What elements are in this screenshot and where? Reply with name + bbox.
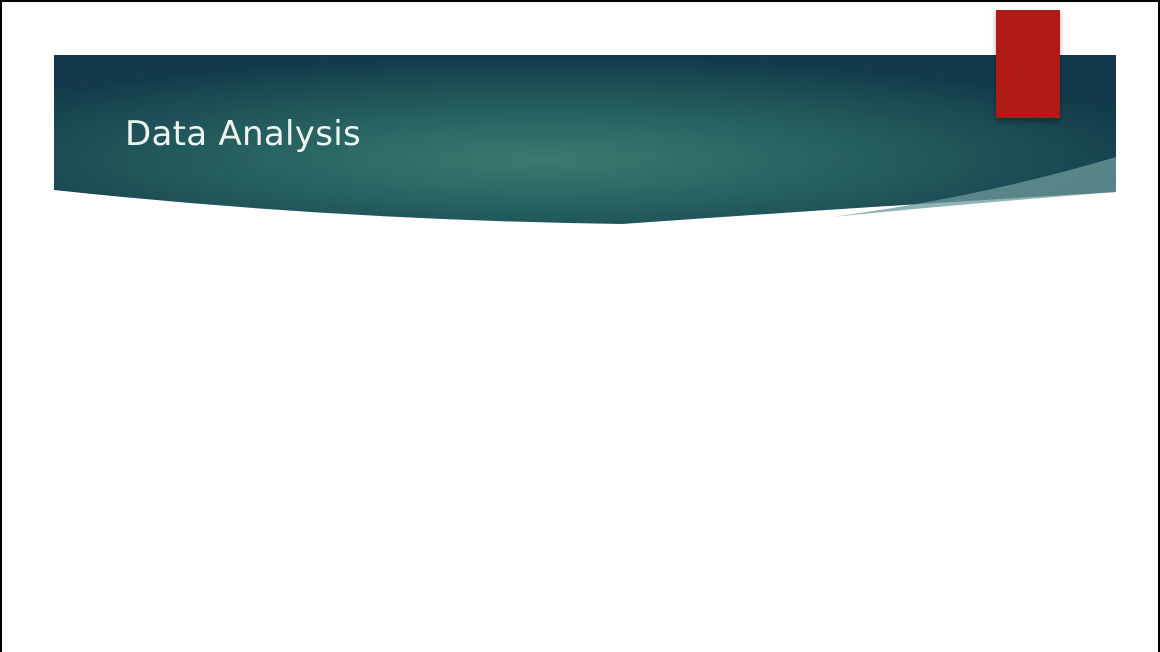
red-accent-tab <box>996 10 1060 118</box>
slide-content-area <box>52 242 1112 642</box>
slide-title: Data Analysis <box>125 114 361 154</box>
title-banner <box>2 2 1158 242</box>
banner-sweep <box>832 157 1116 217</box>
banner-shape <box>54 55 1116 224</box>
